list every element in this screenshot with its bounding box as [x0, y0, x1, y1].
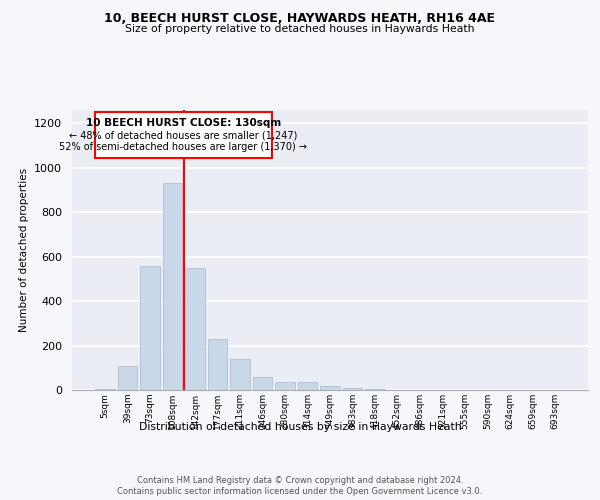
Text: Contains public sector information licensed under the Open Government Licence v3: Contains public sector information licen…	[118, 487, 482, 496]
Bar	[185, 268, 205, 390]
Text: Distribution of detached houses by size in Haywards Heath: Distribution of detached houses by size …	[139, 422, 461, 432]
Text: 52% of semi-detached houses are larger (1,370) →: 52% of semi-detached houses are larger (…	[59, 142, 307, 152]
Text: Contains HM Land Registry data © Crown copyright and database right 2024.: Contains HM Land Registry data © Crown c…	[137, 476, 463, 485]
Bar	[140, 266, 160, 390]
Bar	[365, 389, 385, 390]
Bar	[343, 388, 362, 390]
Text: 10 BEECH HURST CLOSE: 130sqm: 10 BEECH HURST CLOSE: 130sqm	[86, 118, 281, 128]
Text: Size of property relative to detached houses in Haywards Heath: Size of property relative to detached ho…	[125, 24, 475, 34]
Bar	[253, 376, 272, 390]
Bar	[95, 389, 115, 390]
Bar	[275, 382, 295, 390]
Bar	[163, 184, 182, 390]
Bar	[95, 112, 272, 158]
Y-axis label: Number of detached properties: Number of detached properties	[19, 168, 29, 332]
Text: ← 48% of detached houses are smaller (1,247): ← 48% of detached houses are smaller (1,…	[69, 130, 298, 140]
Bar	[320, 386, 340, 390]
Bar	[208, 339, 227, 390]
Bar	[298, 382, 317, 390]
Text: 10, BEECH HURST CLOSE, HAYWARDS HEATH, RH16 4AE: 10, BEECH HURST CLOSE, HAYWARDS HEATH, R…	[104, 12, 496, 26]
Bar	[230, 359, 250, 390]
Bar	[118, 366, 137, 390]
